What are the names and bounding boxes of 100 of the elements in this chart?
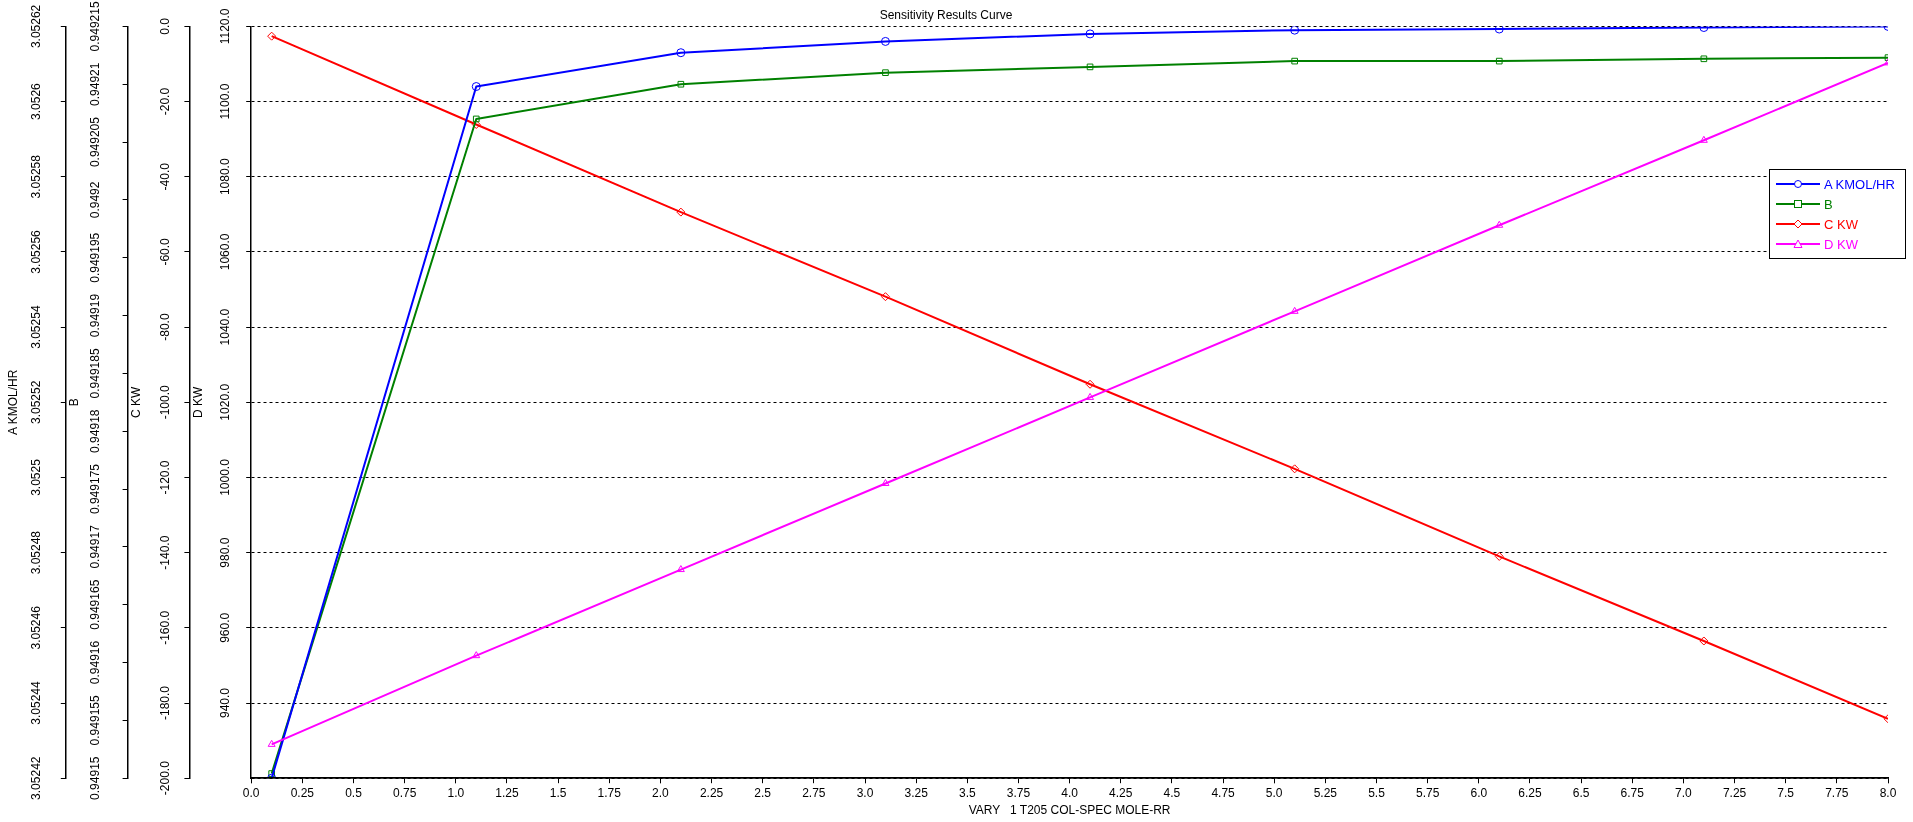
x-tick-label: 4.0 [1061,785,1079,800]
point [881,478,890,486]
y-tick-label: 1000.0 [218,458,233,496]
point [1086,392,1095,400]
y-tick-label: 960.0 [218,612,233,643]
point [676,565,685,573]
y-axis-title: D KW [190,385,205,418]
x-tick-label: 0.75 [392,785,417,800]
chart-title: Sensitivity Results Curve [879,7,1013,22]
y-tick-label: 3.05254 [29,305,44,349]
y2-tick-label: 0.949175 [87,463,102,515]
y-tick-label: 3.05248 [29,530,44,575]
x-tick-label: 0.5 [345,785,363,800]
point [676,48,686,58]
point [1085,379,1095,389]
x-tick-label: 5.25 [1313,785,1338,800]
legend-label: C KW [1824,216,1858,232]
x-tick-label: 1.25 [495,785,519,800]
x-tick-label: 5.0 [1265,785,1283,800]
point [676,207,686,217]
y2-tick-label: 0.94921 [87,62,102,106]
y-tick-label: 1120.0 [218,8,233,45]
y-tick-label: 940.0 [218,687,233,719]
legend-label: D KW [1824,236,1858,252]
point [1699,26,1709,33]
y-tick-label: 3.0526 [29,82,44,120]
y3-tick-label: -80.0 [157,313,172,341]
x-tick-label: 3.75 [1006,785,1031,800]
point [1699,135,1708,143]
y3-tick-label: -160.0 [157,610,172,645]
y3-tick-label: -100.0 [157,384,172,420]
y2-axis-title: B [67,398,82,407]
y3-tick-label: -140.0 [157,535,172,570]
point [472,115,480,123]
x-tick-label: 4.75 [1211,785,1236,800]
y-tick-label: 1040.0 [218,308,233,346]
y2-tick-label: 0.94918 [87,409,102,453]
y-tick-label: 1080.0 [218,158,233,196]
y-tick-label: 980.0 [218,537,233,568]
y2-tick-label: 0.94916 [87,640,102,685]
y2-tick-label: 0.949205 [87,116,102,168]
y-tick-label: 3.05244 [29,681,44,725]
y3-tick-label: -60.0 [157,237,172,266]
y-axis-title: A KMOL/HR [5,369,20,435]
point [1290,26,1300,35]
y-tick-label: 1100.0 [218,83,233,120]
y2-tick-label: 0.94919 [87,293,102,338]
y3-tick-label: -120.0 [157,460,172,495]
y-tick-label: 3.05242 [29,756,44,800]
x-tick-label: 6.0 [1470,785,1488,800]
x-tick-label: 7.75 [1825,785,1849,800]
y-tick-label: 3.05252 [29,380,44,424]
x-tick-label: 8.0 [1879,785,1897,800]
y3-axis-title: C KW [129,385,144,418]
point [1495,57,1503,65]
y-tick-label: 1020.0 [218,383,233,421]
y-tick-label: 3.05246 [29,605,44,650]
y3-tick-label: 0.0 [157,17,172,35]
x-tick-label: 0.25 [290,785,315,800]
point [1291,57,1298,65]
y2-tick-label: 0.94917 [87,524,102,569]
x-tick-label: 2.5 [754,785,772,800]
y-tick-label: 1060.0 [218,233,233,271]
legend-label: B [1824,196,1833,212]
x-tick-label: 3.25 [904,785,929,800]
y3-tick-label: -20.0 [157,87,172,116]
x-tick-label: 7.5 [1777,785,1795,800]
x-tick-label: 1.5 [549,785,567,800]
x-tick-label: 6.5 [1572,785,1590,800]
y3-tick-label: -40.0 [157,162,172,191]
x-tick-label: 2.25 [699,785,724,800]
x-tick-label: 7.0 [1675,785,1693,800]
point [677,80,685,88]
y2-tick-label: 0.949155 [87,695,102,746]
y2-tick-label: 0.9492 [87,181,102,219]
point [880,292,890,302]
x-tick-label: 6.25 [1518,785,1542,800]
point [1495,220,1504,228]
x-tick-label: 3.0 [856,785,874,800]
point [882,69,889,76]
y-tick-label: 3.0525 [29,458,44,496]
x-tick-label: 4.5 [1163,785,1181,800]
point [267,739,276,747]
point [1290,464,1300,474]
x-tick-label: 3.5 [958,785,976,800]
point [1494,551,1504,561]
x-tick-label: 6.75 [1620,785,1645,800]
x-axis-title: VARY 1 T205 COL-SPEC MOLE-RR [968,803,1171,818]
y3-tick-label: -200.0 [157,760,172,796]
point [1086,63,1094,71]
point [880,36,890,46]
x-tick-label: 5.5 [1368,785,1386,800]
y-tick-label: 3.05262 [29,4,44,49]
y2-tick-label: 0.949195 [87,232,102,283]
point [1085,29,1095,39]
point [267,31,277,41]
point [1699,636,1709,646]
legend-label: A KMOL/HR [1824,176,1895,192]
y-tick-label: 3.05258 [29,154,44,199]
y2-tick-label: 0.949165 [87,579,102,630]
